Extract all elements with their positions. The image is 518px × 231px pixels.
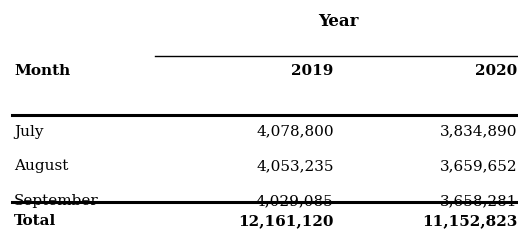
Text: July: July [14, 124, 44, 138]
Text: Month: Month [14, 64, 70, 78]
Text: Year: Year [319, 12, 359, 30]
Text: 3,659,652: 3,659,652 [440, 159, 517, 173]
Text: 4,078,800: 4,078,800 [256, 124, 334, 138]
Text: 3,658,281: 3,658,281 [440, 193, 517, 207]
Text: September: September [14, 193, 99, 207]
Text: 12,161,120: 12,161,120 [238, 213, 334, 227]
Text: Total: Total [14, 213, 56, 227]
Text: 4,053,235: 4,053,235 [256, 159, 334, 173]
Text: 2020: 2020 [476, 64, 517, 78]
Text: 2019: 2019 [291, 64, 334, 78]
Text: 4,029,085: 4,029,085 [256, 193, 334, 207]
Text: 3,834,890: 3,834,890 [440, 124, 517, 138]
Text: 11,152,823: 11,152,823 [422, 213, 517, 227]
Text: August: August [14, 159, 68, 173]
